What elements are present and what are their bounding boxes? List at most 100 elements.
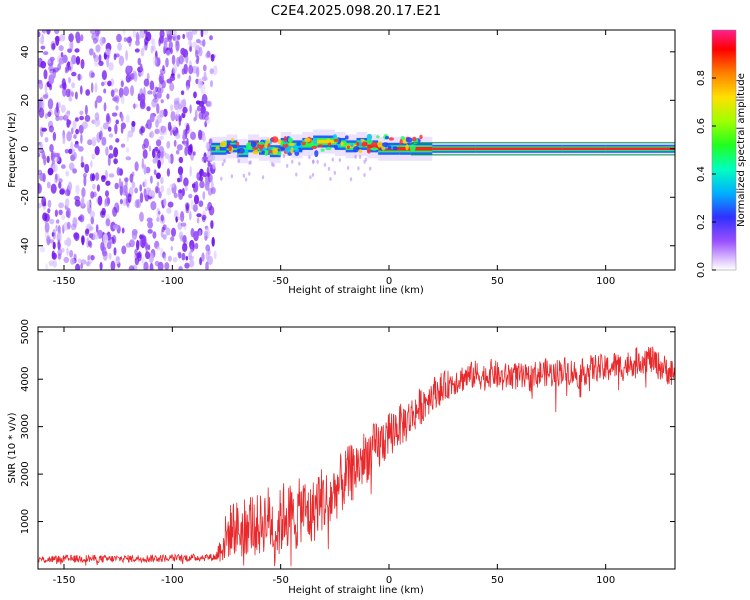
noise-speckle <box>204 120 208 128</box>
noise-speckle <box>205 52 211 59</box>
noise-speckle <box>113 95 120 103</box>
signal-blob <box>320 148 325 152</box>
signal-blob <box>294 148 300 153</box>
signal-blob <box>325 146 332 151</box>
noise-speckle <box>75 36 81 44</box>
noise-speckle <box>75 56 81 65</box>
noise-speckle <box>169 75 176 82</box>
noise-speckle <box>77 146 84 152</box>
snr-x-tick-label: 0 <box>386 575 392 586</box>
heatmap-signal-track <box>211 129 675 182</box>
noise-speckle <box>81 187 86 198</box>
noise-speckle <box>77 73 81 81</box>
noise-speckle <box>107 126 112 132</box>
noise-speckle <box>59 33 66 42</box>
noise-speckle <box>178 189 183 194</box>
noise-speckle <box>86 200 91 208</box>
signal-blob <box>371 141 378 147</box>
noise-speckle <box>145 31 152 42</box>
noise-speckle <box>156 103 160 114</box>
noise-speckle <box>67 65 72 71</box>
noise-speckle <box>64 149 69 154</box>
noise-speckle <box>188 65 194 75</box>
noise-speckle <box>107 80 112 87</box>
noise-speckle <box>90 191 95 199</box>
noise-speckle <box>125 114 130 123</box>
noise-speckle <box>119 198 123 205</box>
noise-speckle <box>104 80 107 85</box>
noise-speckle <box>46 235 51 245</box>
noise-speckle <box>152 157 158 164</box>
noise-speckle <box>125 147 130 153</box>
noise-speckle <box>98 54 102 63</box>
noise-speckle <box>162 234 167 240</box>
signal-scatter <box>236 154 239 159</box>
noise-speckle <box>152 97 159 103</box>
heatmap-x-tick-label: -100 <box>161 276 184 287</box>
colorbar-gradient <box>712 30 736 270</box>
noise-speckle <box>52 131 57 141</box>
noise-speckle <box>198 200 204 207</box>
noise-speckle <box>96 32 99 43</box>
noise-speckle <box>166 207 172 214</box>
noise-speckle <box>144 242 149 251</box>
colorbar-ticks: 0.0 0.2 0.4 0.6 0.8 <box>696 70 716 278</box>
signal-segment-core <box>432 147 476 150</box>
noise-speckle <box>49 84 53 91</box>
noise-speckle <box>141 157 145 169</box>
signal-blob <box>358 139 362 147</box>
noise-speckle <box>155 139 162 147</box>
signal-scatter <box>333 170 336 175</box>
signal-scatter <box>312 159 315 164</box>
noise-speckle <box>88 70 95 79</box>
signal-blob <box>296 142 301 146</box>
noise-speckle <box>201 214 207 220</box>
noise-speckle <box>75 117 79 122</box>
noise-speckle <box>101 207 106 216</box>
noise-speckle <box>154 94 158 100</box>
signal-blob <box>304 137 311 143</box>
noise-speckle <box>140 126 146 133</box>
noise-speckle <box>74 91 78 100</box>
noise-speckle <box>180 222 187 227</box>
noise-speckle <box>168 41 173 50</box>
signal-scatter <box>248 171 251 176</box>
noise-speckle <box>85 89 91 96</box>
noise-speckle <box>54 209 59 217</box>
noise-speckle <box>154 185 159 194</box>
noise-speckle <box>195 100 201 105</box>
noise-speckle <box>81 121 88 130</box>
noise-speckle <box>196 39 201 44</box>
noise-speckle <box>166 168 170 177</box>
signal-scatter <box>237 158 240 163</box>
signal-segment-core <box>475 147 519 150</box>
signal-blob <box>333 138 339 142</box>
noise-speckle <box>118 177 122 189</box>
noise-speckle <box>68 97 73 102</box>
noise-speckle <box>113 247 117 256</box>
noise-speckle <box>111 112 118 117</box>
noise-speckle <box>112 234 117 245</box>
signal-blob <box>301 141 306 146</box>
noise-speckle <box>193 91 197 99</box>
noise-speckle <box>212 65 218 76</box>
noise-speckle <box>101 70 107 81</box>
noise-speckle <box>188 251 192 261</box>
noise-speckle <box>63 256 70 263</box>
heatmap-noise-region <box>38 30 218 270</box>
noise-speckle <box>88 233 94 239</box>
noise-speckle <box>64 198 70 207</box>
noise-speckle <box>178 252 182 259</box>
noise-speckle <box>134 161 139 172</box>
noise-speckle <box>166 93 170 100</box>
noise-speckle <box>91 119 96 125</box>
noise-speckle <box>162 224 167 231</box>
noise-speckle <box>90 72 95 78</box>
noise-speckle <box>129 173 134 183</box>
noise-speckle <box>38 57 41 66</box>
noise-speckle <box>185 124 190 134</box>
noise-speckle <box>188 193 193 199</box>
signal-blob <box>346 145 350 149</box>
noise-speckle <box>48 260 54 267</box>
